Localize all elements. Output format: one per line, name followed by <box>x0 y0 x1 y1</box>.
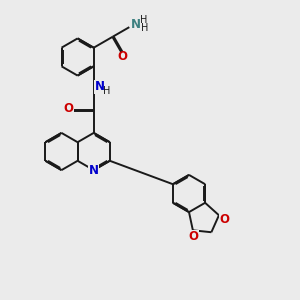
Text: N: N <box>131 18 141 31</box>
Text: N: N <box>89 164 99 177</box>
Text: N: N <box>95 80 105 93</box>
Text: O: O <box>117 50 127 63</box>
Text: H: H <box>141 23 148 33</box>
Text: O: O <box>219 213 229 226</box>
Text: H: H <box>140 15 147 25</box>
Text: H: H <box>103 86 110 96</box>
Text: O: O <box>189 230 199 243</box>
Text: O: O <box>64 101 74 115</box>
